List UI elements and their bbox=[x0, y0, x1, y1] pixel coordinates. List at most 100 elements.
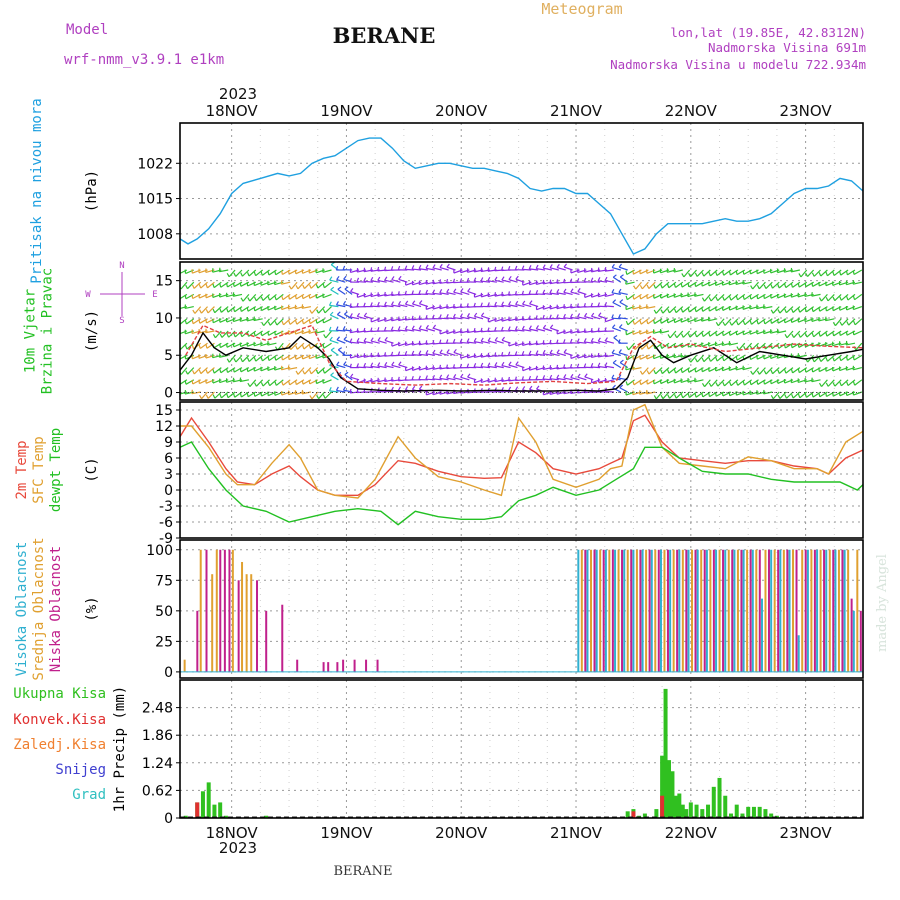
bar-srednja-oblacnost bbox=[810, 549, 813, 672]
wind-barb bbox=[852, 281, 862, 285]
wind-barb-flag bbox=[172, 299, 175, 301]
wind-barb-flag bbox=[432, 289, 436, 294]
wind-barb-flag bbox=[199, 394, 203, 399]
wind-barb-flag bbox=[219, 368, 222, 373]
bar-niska-oblacnost bbox=[657, 549, 660, 672]
wind-barb bbox=[612, 276, 622, 283]
wind-barb-flag bbox=[853, 320, 856, 326]
wind-barb-flag bbox=[535, 375, 539, 380]
wind-barb-flag bbox=[632, 320, 636, 325]
wind-barb-flag bbox=[453, 288, 457, 293]
wind-barb bbox=[508, 304, 518, 308]
wind-barb-flag bbox=[646, 294, 648, 299]
wind-barb-flag bbox=[425, 289, 429, 294]
wind-barb-flag bbox=[329, 311, 334, 316]
wind-barb bbox=[467, 316, 477, 320]
wind-barb bbox=[763, 391, 773, 395]
wind-barb-flag bbox=[349, 363, 352, 368]
wind-barb bbox=[405, 268, 415, 271]
wind-barb bbox=[180, 342, 188, 350]
wind-barb bbox=[241, 269, 250, 277]
panel-frame bbox=[179, 679, 864, 819]
wind-barb-flag bbox=[301, 294, 304, 299]
wind-barb-flag bbox=[749, 320, 753, 325]
wind-barb bbox=[283, 318, 291, 326]
wind-barb bbox=[467, 341, 477, 344]
credit-watermark: made by Angel bbox=[875, 554, 890, 652]
wind-barb-flag bbox=[370, 267, 373, 272]
wind-barb-flag bbox=[404, 376, 407, 381]
wind-barb bbox=[605, 293, 615, 298]
wind-barb-flag bbox=[322, 394, 326, 399]
wind-barb-flag bbox=[294, 380, 297, 385]
bar-niska-oblacnost bbox=[639, 549, 642, 672]
wind-barb-flag bbox=[583, 338, 587, 343]
wind-barb-flag bbox=[501, 361, 505, 366]
wind-barb bbox=[675, 367, 684, 374]
wind-barb-flag bbox=[253, 296, 257, 302]
wind-barb bbox=[233, 293, 243, 297]
wind-barb-flag bbox=[501, 291, 503, 296]
wind-barb bbox=[221, 330, 229, 338]
wind-barb-flag bbox=[425, 314, 428, 320]
wind-barb bbox=[730, 379, 739, 387]
wind-barb-flag bbox=[660, 369, 663, 374]
wind-barb bbox=[301, 391, 311, 395]
wind-barb-flag bbox=[329, 276, 333, 281]
panel-frame bbox=[179, 401, 864, 539]
wind-barb-flag bbox=[701, 357, 705, 362]
wind-barb-flag bbox=[343, 275, 347, 280]
wind-barb bbox=[763, 306, 773, 309]
panel-wind: 0 5 10 15 10m Vjetar Brzina i Pravac (m/s) W E N S bbox=[23, 261, 864, 402]
wind-barb bbox=[584, 316, 594, 320]
wind-barb-flag bbox=[728, 271, 731, 276]
wind-barb bbox=[228, 330, 236, 338]
wind-barb-flag bbox=[522, 386, 526, 391]
wind-barb-flag bbox=[742, 270, 745, 275]
wind-barb-flag bbox=[825, 271, 828, 277]
bar-visoka-oblacnost bbox=[586, 549, 589, 672]
wind-barb-flag bbox=[487, 352, 490, 357]
wind-barb bbox=[474, 341, 484, 344]
wind-barb bbox=[854, 379, 863, 386]
wind-barb-flag bbox=[309, 395, 313, 400]
wind-barb bbox=[661, 367, 670, 375]
wind-barb bbox=[731, 318, 739, 326]
wind-barb-flag bbox=[694, 368, 697, 373]
wind-barb-flag bbox=[336, 361, 340, 366]
wind-barb-flag bbox=[701, 367, 703, 372]
wind-barb bbox=[834, 318, 842, 327]
wind-barb-flag bbox=[315, 284, 319, 289]
wind-barb-flag bbox=[714, 392, 717, 397]
wind-barb bbox=[276, 318, 284, 326]
wind-barb-flag bbox=[267, 381, 271, 386]
wind-barb-flag bbox=[721, 331, 724, 336]
bar-niska-oblacnost bbox=[841, 549, 844, 672]
wind-barb bbox=[180, 367, 188, 375]
wind-barb-flag bbox=[336, 311, 341, 316]
wind-barb-flag bbox=[391, 301, 394, 306]
bar-srednja-oblacnost bbox=[626, 549, 629, 672]
wind-barb-flag bbox=[411, 385, 416, 390]
wind-barb-flag bbox=[480, 337, 484, 342]
wind-barb-flag bbox=[708, 271, 711, 277]
wind-barb bbox=[180, 293, 181, 295]
wind-barb-flag bbox=[178, 356, 179, 360]
wind-barb bbox=[542, 292, 552, 295]
bar-srednja-oblacnost bbox=[250, 574, 253, 672]
bar-niska-oblacnost bbox=[823, 549, 826, 672]
wind-barb bbox=[200, 281, 208, 289]
wind-barb-flag bbox=[494, 336, 498, 341]
wind-barb bbox=[213, 281, 222, 289]
wind-barb-flag bbox=[639, 294, 642, 300]
wind-barb-flag bbox=[246, 307, 249, 312]
wind-barb-flag bbox=[219, 333, 223, 338]
bar-visoka-oblacnost bbox=[843, 549, 846, 672]
wind-barb-flag bbox=[715, 357, 718, 362]
wind-barb-flag bbox=[322, 369, 326, 374]
wind-barb bbox=[570, 316, 580, 320]
wind-barb-flag bbox=[736, 321, 739, 326]
wind-barb-flag bbox=[577, 373, 581, 378]
wind-barb bbox=[494, 365, 504, 369]
wind-barb bbox=[253, 318, 263, 322]
